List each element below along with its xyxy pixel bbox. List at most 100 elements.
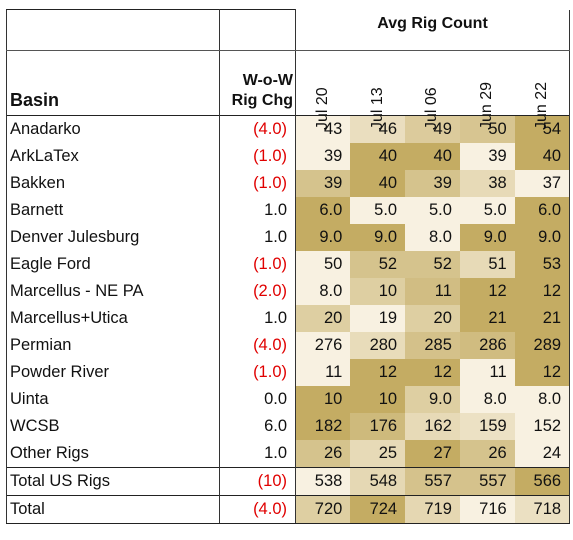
wow-rig-change-header: W-o-W Rig Chg bbox=[219, 50, 296, 116]
rig-count-cell: 9.0 bbox=[350, 224, 406, 251]
rig-count-cell: 8.0 bbox=[514, 386, 571, 413]
rig-count-cell: 12 bbox=[514, 278, 571, 305]
wow-rig-change: 0.0 bbox=[219, 386, 296, 413]
wow-header-line1: W-o-W bbox=[242, 72, 293, 89]
rig-count-cell: 52 bbox=[405, 251, 460, 278]
rig-count-cell: 557 bbox=[459, 467, 515, 496]
basin-name: ArkLaTex bbox=[6, 143, 220, 170]
rig-count-cell: 21 bbox=[514, 305, 571, 332]
rig-count-cell: 718 bbox=[514, 495, 571, 524]
rig-count-cell: 548 bbox=[350, 467, 406, 496]
date-header-jul-20: Jul 20 bbox=[314, 87, 332, 130]
rig-count-cell: 8.0 bbox=[405, 224, 460, 251]
basin-name: Total bbox=[6, 495, 220, 524]
wow-rig-change: (2.0) bbox=[219, 278, 296, 305]
rig-count-cell: 39 bbox=[405, 170, 460, 197]
basin-name: Eagle Ford bbox=[6, 251, 220, 278]
basin-name: WCSB bbox=[6, 413, 220, 440]
rig-count-cell: 12 bbox=[514, 359, 571, 386]
rig-count-cell: 557 bbox=[405, 467, 460, 496]
basin-name: Marcellus - NE PA bbox=[6, 278, 220, 305]
table-row: Eagle Ford (1.0) 50 52 52 51 53 bbox=[6, 251, 571, 278]
table-row: Marcellus+Utica 1.0 20 19 20 21 21 bbox=[6, 305, 571, 332]
rig-count-cell: 40 bbox=[405, 143, 460, 170]
wow-rig-change: (1.0) bbox=[219, 170, 296, 197]
rig-count-cell: 566 bbox=[514, 467, 571, 496]
rig-count-cell: 6.0 bbox=[514, 197, 571, 224]
rig-count-cell: 720 bbox=[295, 495, 351, 524]
rig-count-cell: 39 bbox=[295, 170, 351, 197]
rig-count-cell: 52 bbox=[350, 251, 406, 278]
rig-count-cell: 26 bbox=[295, 440, 351, 468]
rig-count-cell: 54 bbox=[514, 115, 571, 143]
rig-count-cell: 51 bbox=[459, 251, 515, 278]
rig-count-cell: 19 bbox=[350, 305, 406, 332]
rig-count-cell: 11 bbox=[459, 359, 515, 386]
wow-rig-change: 1.0 bbox=[219, 224, 296, 251]
rig-count-cell: 538 bbox=[295, 467, 351, 496]
rig-count-cell: 53 bbox=[514, 251, 571, 278]
rig-count-cell: 20 bbox=[405, 305, 460, 332]
total-row: Total US Rigs (10) 538 548 557 557 566 bbox=[6, 467, 571, 496]
rig-count-cell: 276 bbox=[295, 332, 351, 359]
wow-rig-change: 1.0 bbox=[219, 305, 296, 332]
rig-count-cell: 5.0 bbox=[350, 197, 406, 224]
rig-count-cell: 21 bbox=[459, 305, 515, 332]
date-header-jul-13: Jul 13 bbox=[368, 87, 386, 130]
basin-name: Anadarko bbox=[6, 115, 220, 143]
rig-count-cell: 6.0 bbox=[295, 197, 351, 224]
wow-header-line2: Rig Chg bbox=[231, 92, 293, 109]
rig-count-cell: 285 bbox=[405, 332, 460, 359]
rig-count-cell: 286 bbox=[459, 332, 515, 359]
rig-count-cell: 12 bbox=[459, 278, 515, 305]
rig-count-cell: 12 bbox=[350, 359, 406, 386]
avg-rig-count-header: Avg Rig Count bbox=[295, 9, 571, 51]
rig-count-cell: 182 bbox=[295, 413, 351, 440]
rig-count-cell: 9.0 bbox=[514, 224, 571, 251]
date-header-jun-22: Jun 22 bbox=[514, 50, 571, 130]
rig-count-cell: 10 bbox=[295, 386, 351, 413]
rig-count-cell: 162 bbox=[405, 413, 460, 440]
rig-count-cell: 11 bbox=[405, 278, 460, 305]
table-row: Denver Julesburg 1.0 9.0 9.0 8.0 9.0 9.0 bbox=[6, 224, 571, 251]
wow-rig-change: (4.0) bbox=[219, 495, 296, 524]
table-row: ArkLaTex (1.0) 39 40 40 39 40 bbox=[6, 143, 571, 170]
rig-count-cell: 8.0 bbox=[295, 278, 351, 305]
rig-count-cell: 27 bbox=[405, 440, 460, 468]
rig-count-cell: 5.0 bbox=[459, 197, 515, 224]
rig-count-cell: 9.0 bbox=[405, 386, 460, 413]
wow-rig-change: 6.0 bbox=[219, 413, 296, 440]
basin-name: Permian bbox=[6, 332, 220, 359]
rig-count-cell: 50 bbox=[459, 115, 515, 143]
table-row: Bakken (1.0) 39 40 39 38 37 bbox=[6, 170, 571, 197]
date-header-jul-06: Jul 06 bbox=[423, 87, 441, 130]
rig-count-cell: 24 bbox=[514, 440, 571, 468]
rig-count-cell: 9.0 bbox=[295, 224, 351, 251]
table-row: Marcellus - NE PA (2.0) 8.0 10 11 12 12 bbox=[6, 278, 571, 305]
wow-rig-change: (1.0) bbox=[219, 251, 296, 278]
rig-count-cell: 40 bbox=[514, 143, 571, 170]
table-row: Permian (4.0) 276 280 285 286 289 bbox=[6, 332, 571, 359]
table-row: Anadarko (4.0) 43 46 49 50 54 bbox=[6, 115, 571, 143]
rig-count-cell: 39 bbox=[459, 143, 515, 170]
basin-column-header: Basin bbox=[6, 50, 220, 116]
rig-count-cell: 26 bbox=[459, 440, 515, 468]
basin-name: Marcellus+Utica bbox=[6, 305, 220, 332]
rig-count-cell: 724 bbox=[350, 495, 406, 524]
table-row: WCSB 6.0 182 176 162 159 152 bbox=[6, 413, 571, 440]
rig-count-table: Avg Rig Count Basin W-o-W Rig Chg Jul 20… bbox=[6, 9, 571, 524]
rig-count-cell: 159 bbox=[459, 413, 515, 440]
rig-count-cell: 289 bbox=[514, 332, 571, 359]
rig-count-cell: 39 bbox=[295, 143, 351, 170]
basin-name: Uinta bbox=[6, 386, 220, 413]
basin-name: Other Rigs bbox=[6, 440, 220, 468]
rig-count-cell: 12 bbox=[405, 359, 460, 386]
wow-rig-change: (4.0) bbox=[219, 332, 296, 359]
rig-count-cell: 9.0 bbox=[459, 224, 515, 251]
rig-count-cell: 49 bbox=[405, 115, 460, 143]
wow-rig-change: (10) bbox=[219, 467, 296, 496]
table-row: Uinta 0.0 10 10 9.0 8.0 8.0 bbox=[6, 386, 571, 413]
rig-count-cell: 5.0 bbox=[405, 197, 460, 224]
total-row: Total (4.0) 720 724 719 716 718 bbox=[6, 495, 571, 524]
basin-name: Powder River bbox=[6, 359, 220, 386]
